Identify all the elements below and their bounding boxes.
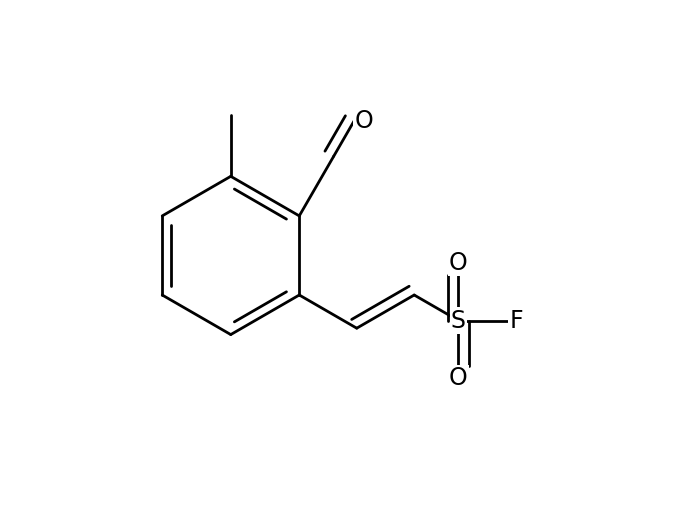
Text: F: F: [509, 309, 523, 332]
Text: O: O: [449, 251, 468, 275]
Text: O: O: [449, 366, 468, 391]
Text: S: S: [451, 309, 466, 332]
Text: O: O: [354, 109, 373, 133]
